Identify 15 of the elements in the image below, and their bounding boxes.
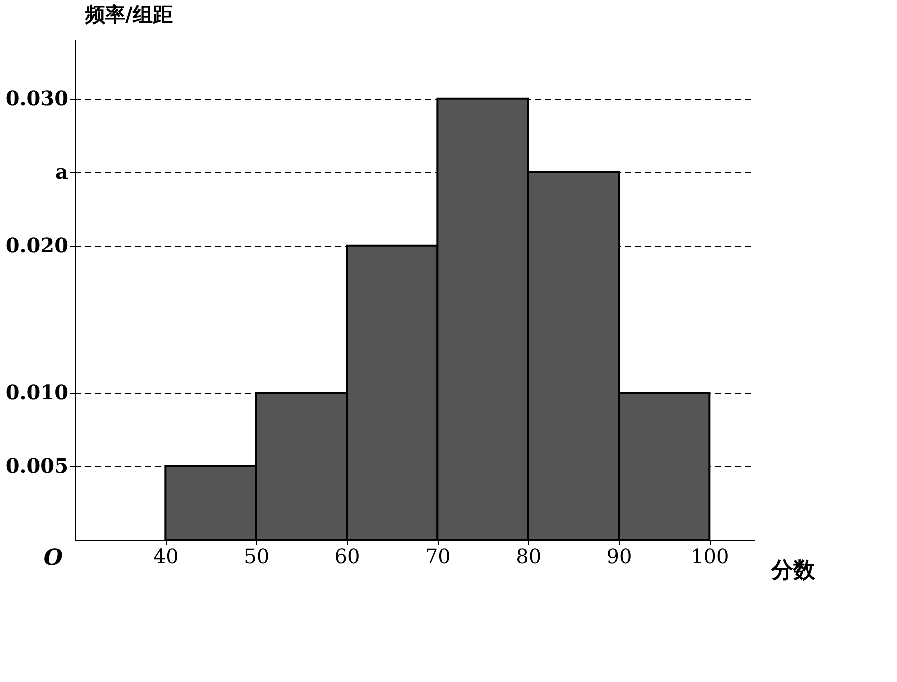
y-tick-label: 0.010 (6, 380, 68, 404)
x-tick-label: 80 (516, 544, 542, 568)
x-axis-title: 分数 (770, 558, 816, 584)
y-tick-label: a (56, 160, 69, 184)
y-tick-label: 0.030 (6, 86, 68, 110)
x-tick-label: 40 (153, 544, 179, 568)
y-tick-label: 0.005 (6, 454, 68, 478)
x-tick-label: 100 (691, 544, 730, 568)
x-tick-label: 90 (606, 544, 632, 568)
y-tick-label: 0.020 (6, 233, 68, 258)
x-tick-label: 50 (244, 544, 270, 568)
text: O (44, 545, 63, 571)
x-tick-label: 60 (334, 544, 360, 568)
y-axis-title: 频率/组距 (84, 2, 173, 26)
x-tick-label: 70 (425, 544, 451, 568)
